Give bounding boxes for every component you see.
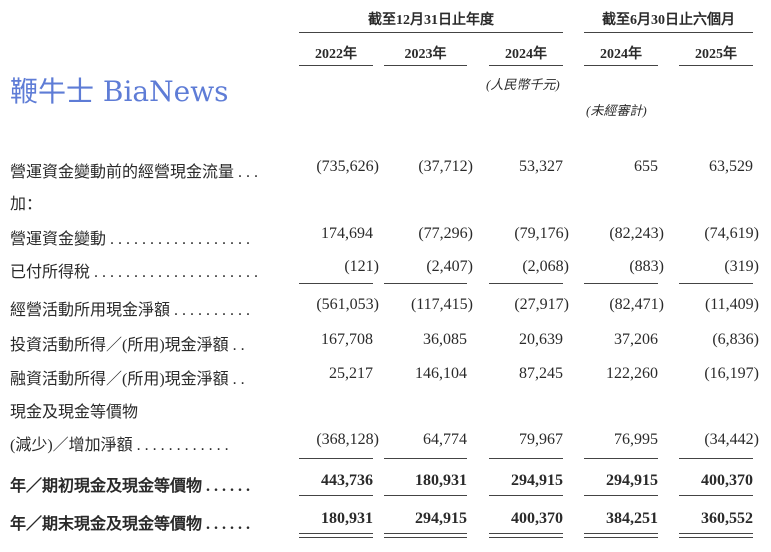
header-interim: 截至6月30日止六個月: [602, 13, 735, 28]
cell-value: (2,068): [522, 258, 569, 275]
cell-value: (77,296): [418, 225, 473, 242]
cell-value: 53,327: [519, 158, 563, 175]
cell-value: (82,243): [609, 225, 664, 242]
year-header: 2023年: [404, 47, 447, 62]
cell-value: 655: [634, 158, 658, 175]
cell-value: (74,619): [704, 225, 759, 242]
total-rule: [679, 537, 753, 538]
cell-value: 180,931: [321, 510, 373, 527]
cell-value: 167,708: [321, 331, 373, 348]
total-rule: [679, 458, 753, 459]
cell-value: (27,917): [514, 296, 569, 313]
cell-value: 146,104: [415, 365, 467, 382]
cell-value: (82,471): [609, 296, 664, 313]
total-rule: [679, 533, 753, 534]
divider: [489, 65, 563, 66]
total-rule: [489, 537, 563, 538]
row-label: 加：: [10, 196, 43, 213]
total-rule: [584, 533, 658, 534]
divider: [584, 32, 753, 33]
total-rule: [299, 495, 373, 496]
year-header: 2025年: [695, 47, 737, 62]
total-rule: [299, 458, 373, 459]
row-label: 投資活動所得／(所用)現金淨額 . .: [10, 337, 245, 354]
cell-value: 400,370: [511, 510, 563, 527]
cell-value: 180,931: [415, 472, 467, 489]
cell-value: 443,736: [321, 472, 373, 489]
cell-value: (883): [629, 258, 664, 275]
cell-value: (79,176): [514, 225, 569, 242]
year-header: 2024年: [505, 47, 547, 62]
cell-value: (121): [344, 258, 379, 275]
cell-value: 360,552: [701, 510, 753, 527]
year-header: 2022年: [315, 47, 357, 62]
total-rule: [679, 495, 753, 496]
row-label: (減少)／增加淨額 . . . . . . . . . . . .: [10, 437, 229, 454]
total-rule: [489, 283, 563, 284]
total-rule: [384, 458, 467, 459]
watermark: 鞭牛士 BiaNews: [10, 75, 229, 108]
header-annual: 截至12月31日止年度: [368, 13, 494, 28]
total-rule: [384, 537, 467, 538]
cell-value: (6,836): [712, 331, 759, 348]
row-label: 營運資金變動前的經營現金流量 . . .: [10, 164, 259, 181]
total-rule: [384, 283, 467, 284]
cell-value: 64,774: [423, 431, 467, 448]
divider: [384, 65, 467, 66]
cell-value: (34,442): [704, 431, 759, 448]
cell-value: 63,529: [709, 158, 753, 175]
total-rule: [584, 283, 658, 284]
cell-value: (11,409): [704, 296, 759, 313]
cell-value: 400,370: [701, 472, 753, 489]
cell-value: (117,415): [410, 296, 473, 313]
cell-value: 36,085: [423, 331, 467, 348]
cell-value: (37,712): [418, 158, 473, 175]
total-rule: [489, 495, 563, 496]
cell-value: 294,915: [606, 472, 658, 489]
row-label: 經營活動所用現金淨額 . . . . . . . . . .: [10, 302, 251, 319]
cell-value: 76,995: [614, 431, 658, 448]
total-rule: [299, 283, 373, 284]
cell-value: 20,639: [519, 331, 563, 348]
divider: [584, 65, 658, 66]
cell-value: 25,217: [329, 365, 373, 382]
cell-value: (561,053): [316, 296, 379, 313]
cell-value: 79,967: [519, 431, 563, 448]
total-rule: [489, 458, 563, 459]
total-rule: [384, 495, 467, 496]
total-rule: [384, 533, 467, 534]
row-label: 已付所得稅 . . . . . . . . . . . . . . . . . …: [10, 264, 259, 281]
cell-value: 294,915: [415, 510, 467, 527]
cell-value: 384,251: [606, 510, 658, 527]
divider: [299, 65, 373, 66]
total-rule: [299, 537, 373, 538]
unit-label: (人民幣千元): [486, 77, 560, 92]
total-rule: [489, 533, 563, 534]
cell-value: (2,407): [426, 258, 473, 275]
cell-value: (319): [724, 258, 759, 275]
row-label: 現金及現金等價物: [10, 404, 139, 421]
row-label: 年／期初現金及現金等價物 . . . . . .: [10, 478, 251, 495]
row-label: 年／期末現金及現金等價物 . . . . . .: [10, 516, 251, 533]
year-header: 2024年: [600, 47, 642, 62]
cell-value: 174,694: [321, 225, 373, 242]
row-label: 融資活動所得／(所用)現金淨額 . .: [10, 371, 245, 388]
total-rule: [584, 495, 658, 496]
total-rule: [679, 283, 753, 284]
cell-value: (368,128): [316, 431, 379, 448]
cell-value: 122,260: [606, 365, 658, 382]
cell-value: (16,197): [704, 365, 759, 382]
total-rule: [584, 458, 658, 459]
cell-value: (735,626): [316, 158, 379, 175]
divider: [679, 65, 753, 66]
total-rule: [299, 533, 373, 534]
unaudited-label: (未經審計): [586, 103, 647, 118]
divider: [299, 32, 563, 33]
total-rule: [584, 537, 658, 538]
row-label: 營運資金變動 . . . . . . . . . . . . . . . . .…: [10, 231, 251, 248]
cell-value: 37,206: [614, 331, 658, 348]
cell-value: 87,245: [519, 365, 563, 382]
cell-value: 294,915: [511, 472, 563, 489]
